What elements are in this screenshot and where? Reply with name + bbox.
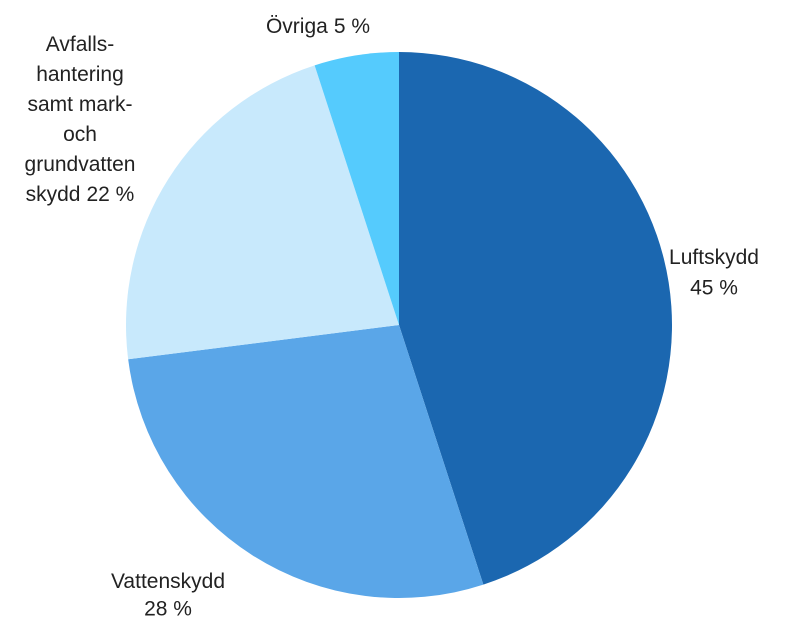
category-text: och: [63, 123, 97, 146]
category-label: grundvatten: [25, 153, 136, 176]
category-label: samt mark-: [28, 93, 133, 116]
value-label: 5 %: [334, 15, 370, 38]
pie-slice: [125, 65, 399, 360]
category-text: hantering: [36, 63, 124, 86]
value-label: 28 %: [144, 598, 192, 621]
category-label: Övriga 5 %: [266, 15, 370, 38]
category-label: Vattenskydd: [111, 570, 225, 593]
category-text: skydd: [26, 183, 81, 206]
category-text: grundvatten: [25, 153, 136, 176]
pie-slice: [314, 52, 399, 325]
category-text: Luftskydd: [669, 246, 759, 269]
pie-slice: [128, 325, 484, 598]
slice-label: Luftskydd 45 %: [669, 246, 759, 300]
category-label: Avfalls-: [46, 33, 114, 56]
pie-slice: [399, 52, 672, 585]
category-text: Vattenskydd: [111, 570, 225, 593]
category-text: Övriga: [266, 15, 328, 38]
category-label: hantering: [36, 63, 124, 86]
value-label: 45 %: [690, 277, 738, 300]
category-label: skydd 22 %: [26, 183, 135, 206]
category-label: Luftskydd: [669, 246, 759, 269]
slice-label: Avfalls-hantering samt mark-och grundvatte…: [25, 33, 136, 206]
category-label: och: [63, 123, 97, 146]
category-text: samt mark-: [28, 93, 133, 116]
slice-label: Vattenskydd 28 %: [111, 570, 225, 621]
value-label: 22 %: [86, 183, 134, 206]
category-text: Avfalls-: [46, 33, 114, 56]
slice-label: Övriga 5 %: [266, 15, 370, 38]
